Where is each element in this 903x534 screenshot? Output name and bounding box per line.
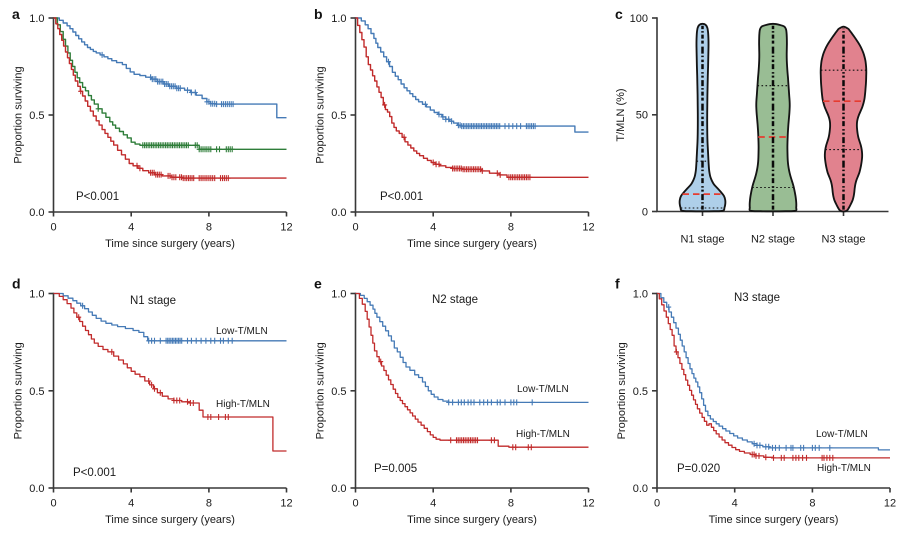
svg-text:0.5: 0.5 — [29, 110, 44, 122]
svg-text:Low-T/MLN: Low-T/MLN — [216, 326, 268, 337]
svg-text:1.0: 1.0 — [633, 289, 648, 301]
svg-text:0: 0 — [352, 222, 358, 234]
svg-text:4: 4 — [430, 498, 436, 510]
svg-text:P<0.001: P<0.001 — [76, 191, 119, 203]
svg-text:0: 0 — [642, 206, 648, 218]
svg-text:P<0.001: P<0.001 — [73, 467, 116, 479]
svg-text:12: 12 — [884, 498, 896, 510]
svg-text:f: f — [615, 276, 620, 292]
svg-text:b: b — [314, 6, 323, 22]
svg-text:a: a — [12, 6, 20, 22]
svg-text:N1 stage: N1 stage — [130, 295, 176, 307]
svg-text:12: 12 — [582, 498, 594, 510]
svg-text:Time since surgery (years): Time since surgery (years) — [105, 238, 235, 250]
svg-text:Time since surgery (years): Time since surgery (years) — [105, 514, 235, 526]
svg-text:T/MLN (%): T/MLN (%) — [615, 88, 627, 141]
svg-text:0.5: 0.5 — [331, 110, 346, 122]
svg-text:8: 8 — [508, 222, 514, 234]
svg-text:4: 4 — [430, 222, 436, 234]
svg-text:c: c — [615, 6, 623, 22]
svg-text:8: 8 — [206, 498, 212, 510]
svg-text:50: 50 — [636, 110, 648, 122]
svg-text:Time since surgery (years): Time since surgery (years) — [407, 514, 537, 526]
svg-text:e: e — [314, 276, 322, 292]
svg-text:Time since surgery (years): Time since surgery (years) — [407, 238, 537, 250]
svg-text:12: 12 — [280, 222, 292, 234]
svg-text:0.0: 0.0 — [331, 483, 346, 495]
svg-text:Time since surgery (years): Time since surgery (years) — [709, 514, 839, 526]
svg-text:100: 100 — [630, 13, 648, 25]
svg-text:0.5: 0.5 — [331, 386, 346, 398]
svg-text:Proportion surviving: Proportion surviving — [13, 66, 25, 163]
svg-text:0.0: 0.0 — [633, 483, 648, 495]
svg-text:N1 stage: N1 stage — [680, 234, 724, 246]
svg-text:P=0.005: P=0.005 — [374, 463, 417, 475]
svg-text:8: 8 — [809, 498, 815, 510]
svg-text:0: 0 — [654, 498, 660, 510]
svg-text:Proportion surviving: Proportion surviving — [315, 66, 327, 163]
svg-text:High-T/MLN: High-T/MLN — [516, 429, 570, 440]
svg-text:Proportion surviving: Proportion surviving — [616, 342, 628, 439]
svg-text:d: d — [12, 276, 21, 292]
svg-text:12: 12 — [582, 222, 594, 234]
svg-text:1.0: 1.0 — [29, 13, 44, 25]
svg-text:12: 12 — [280, 498, 292, 510]
svg-text:0.0: 0.0 — [29, 207, 44, 219]
svg-text:1.0: 1.0 — [29, 289, 44, 301]
svg-text:Proportion surviving: Proportion surviving — [13, 342, 25, 439]
svg-text:N2 stage: N2 stage — [432, 294, 478, 306]
svg-text:4: 4 — [128, 222, 134, 234]
svg-text:0.5: 0.5 — [633, 386, 648, 398]
svg-text:8: 8 — [508, 498, 514, 510]
svg-text:0.0: 0.0 — [29, 483, 44, 495]
svg-text:4: 4 — [128, 498, 134, 510]
svg-text:4: 4 — [732, 498, 738, 510]
svg-text:P<0.001: P<0.001 — [380, 191, 423, 203]
svg-text:0.5: 0.5 — [29, 386, 44, 398]
svg-text:N3 stage: N3 stage — [821, 234, 865, 246]
svg-text:N3 stage: N3 stage — [734, 292, 780, 304]
svg-text:1.0: 1.0 — [331, 13, 346, 25]
svg-text:Low-T/MLN: Low-T/MLN — [816, 429, 868, 440]
svg-text:High-T/MLN: High-T/MLN — [817, 463, 871, 474]
svg-text:High-T/MLN: High-T/MLN — [216, 399, 270, 410]
svg-text:N2 stage: N2 stage — [751, 234, 795, 246]
svg-text:0.0: 0.0 — [331, 207, 346, 219]
svg-text:Low-T/MLN: Low-T/MLN — [517, 384, 569, 395]
svg-text:Proportion surviving: Proportion surviving — [315, 342, 327, 439]
svg-text:1.0: 1.0 — [331, 289, 346, 301]
svg-text:0: 0 — [50, 498, 56, 510]
svg-text:0: 0 — [50, 222, 56, 234]
svg-text:0: 0 — [352, 498, 358, 510]
svg-text:8: 8 — [206, 222, 212, 234]
svg-text:P=0.020: P=0.020 — [677, 463, 720, 475]
